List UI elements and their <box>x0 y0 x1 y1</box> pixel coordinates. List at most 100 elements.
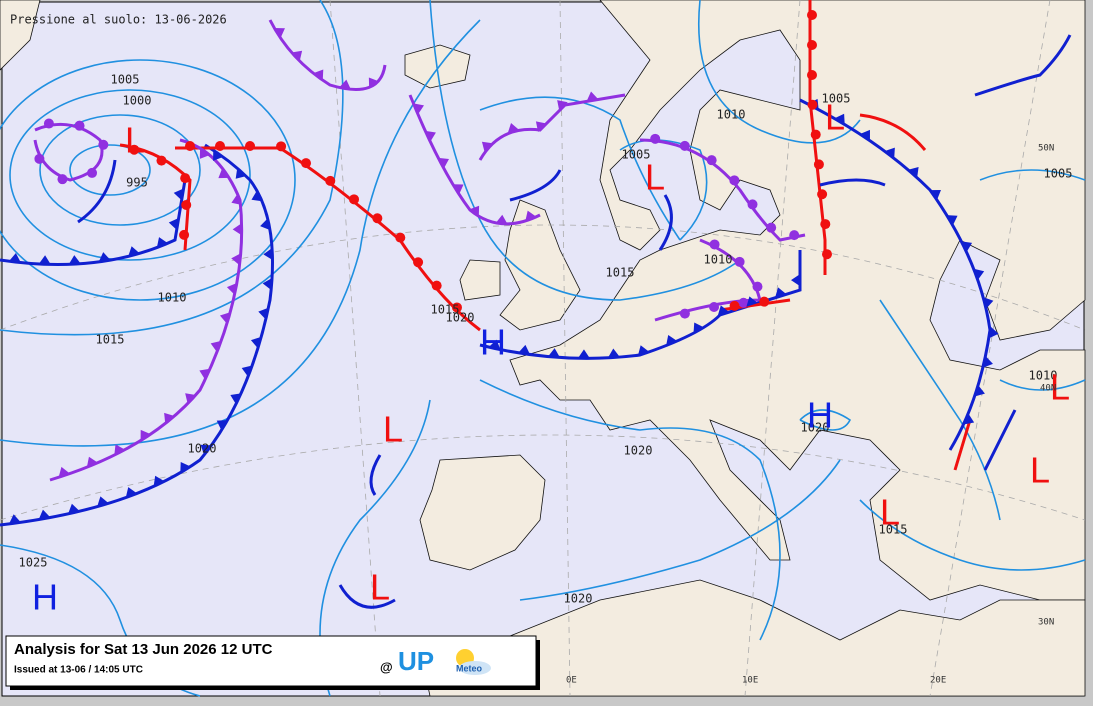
front-symbol <box>173 188 184 201</box>
front-symbol <box>68 503 80 514</box>
isobar-label: 1010 <box>717 108 746 122</box>
front-symbol <box>185 141 195 151</box>
front-symbol <box>734 256 745 267</box>
front-symbol <box>930 189 941 201</box>
front-symbol <box>908 166 919 178</box>
front-symbol <box>274 28 285 39</box>
front-symbol <box>230 393 242 405</box>
front-symbol <box>179 229 190 240</box>
front-symbol <box>199 148 210 159</box>
front-symbol <box>859 129 870 141</box>
front-symbol <box>260 218 271 231</box>
front-symbol <box>679 140 690 151</box>
front-symbol <box>262 278 273 290</box>
front-symbol <box>834 113 845 125</box>
front-symbol <box>983 297 994 309</box>
front-symbol <box>372 213 383 224</box>
front-symbol <box>488 339 501 350</box>
front-symbol <box>125 487 138 498</box>
front-symbol <box>313 69 324 81</box>
front-symbol <box>74 120 85 131</box>
graticule-label: 30N <box>1038 618 1054 628</box>
isobar-label: 1000 <box>123 94 152 108</box>
trough <box>369 454 382 496</box>
pressure-center: L <box>1030 450 1050 491</box>
isobar <box>879 299 1001 521</box>
lat-line <box>0 434 1086 521</box>
pressure-center: L <box>825 97 845 138</box>
front-symbol <box>216 420 228 431</box>
info-box: Analysis for Sat 13 Jun 2026 12 UTC Issu… <box>5 635 540 690</box>
front-symbol <box>425 130 436 142</box>
front-symbol <box>98 252 111 262</box>
front-symbol <box>469 205 480 217</box>
front-symbol <box>339 79 351 90</box>
front-symbol <box>258 307 269 320</box>
front-symbol <box>153 475 165 487</box>
front-symbol <box>185 393 196 404</box>
pressure-center: L <box>1050 367 1070 408</box>
front-symbol <box>34 153 45 164</box>
front-symbol <box>481 141 493 153</box>
front-symbol <box>495 214 508 225</box>
isobar-label: 1025 <box>19 556 48 570</box>
front-symbol <box>789 230 800 241</box>
front-symbol <box>709 239 720 250</box>
trough <box>509 169 562 202</box>
issued-text: Issued at 13-06 / 14:05 UTC <box>14 665 143 676</box>
front-symbol <box>156 155 167 166</box>
front-symbol <box>114 444 125 456</box>
front-symbol <box>666 334 678 346</box>
front-symbol <box>200 444 212 455</box>
front-symbol <box>807 70 817 80</box>
isobar <box>979 169 1086 181</box>
front-symbol <box>129 144 140 155</box>
isobar <box>0 0 344 336</box>
occluded-front <box>33 122 104 182</box>
graticule-label: 0E <box>566 676 577 686</box>
front-symbol <box>557 100 568 111</box>
front-symbol <box>226 283 237 295</box>
front-symbol <box>8 253 21 263</box>
front-symbol <box>946 215 958 226</box>
front-symbol <box>706 155 717 166</box>
front-symbol <box>250 336 262 349</box>
front-symbol <box>156 237 168 248</box>
at-sign: @ <box>380 659 393 674</box>
front-symbol <box>181 199 192 210</box>
greenland <box>0 0 41 71</box>
pressure-center: H <box>480 322 506 363</box>
isobar-label: 1005 <box>622 148 651 162</box>
front-symbol <box>68 255 81 265</box>
isobar <box>429 0 741 301</box>
iberia <box>419 454 546 571</box>
front-symbol <box>810 129 821 140</box>
front-symbol <box>752 281 763 292</box>
isobar <box>799 409 852 431</box>
front-symbol <box>961 241 973 253</box>
front-symbol <box>413 103 424 115</box>
front-symbol <box>607 348 620 358</box>
front-symbol <box>650 133 661 144</box>
front-symbol <box>413 257 424 268</box>
fronts <box>0 0 1072 609</box>
front-symbol <box>775 287 787 298</box>
front-symbol <box>693 322 704 334</box>
isobar <box>519 459 841 601</box>
front-symbol <box>438 157 449 169</box>
pressure-center: H <box>807 395 833 436</box>
isobar <box>39 114 201 226</box>
front-symbol <box>235 168 247 179</box>
front-symbol <box>231 193 243 205</box>
front-symbol <box>988 326 999 339</box>
cold-front <box>799 98 992 451</box>
lon-line <box>929 0 1051 697</box>
front-symbol <box>807 40 817 50</box>
front-symbol <box>57 174 68 185</box>
front-symbol <box>276 141 287 152</box>
isobar-label: 1015 <box>606 266 635 280</box>
front-symbol <box>807 99 818 110</box>
isobar <box>0 19 481 447</box>
front-symbol <box>759 296 770 307</box>
